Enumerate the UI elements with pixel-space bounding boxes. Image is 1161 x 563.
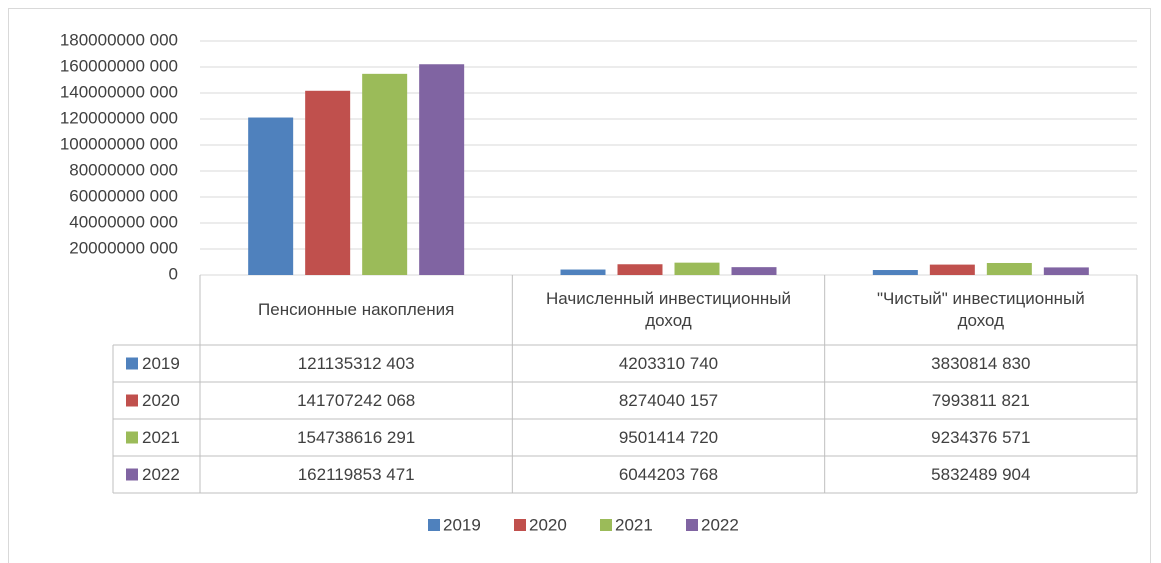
bar: [674, 262, 720, 275]
chart-border: [8, 8, 1151, 563]
legend-key: [126, 394, 138, 407]
bar: [617, 264, 663, 275]
bar: [362, 73, 408, 275]
legend-key: [126, 431, 138, 444]
y-tick-label: 40000000 000: [69, 212, 178, 231]
x-tick-label: Начисленный инвестиционный доход: [546, 289, 791, 330]
legend-key: [514, 519, 526, 531]
legend-label: 2019: [443, 515, 481, 534]
legend-label: 2022: [701, 515, 739, 534]
legend-key: [428, 519, 440, 531]
table-value: 9501414 720: [618, 427, 719, 447]
x-tick-label: Пенсионные накопления: [258, 300, 455, 319]
y-tick-label: 140000000 000: [60, 82, 178, 101]
table-value: 6044203 768: [618, 464, 719, 484]
bar: [872, 270, 918, 275]
table-value: 154738616 291: [297, 427, 416, 447]
bar: [305, 90, 351, 276]
table-series-name: 2019: [142, 354, 180, 373]
legend-key: [126, 357, 138, 370]
legend-label: 2020: [529, 515, 567, 534]
table-value: 7993811 821: [931, 390, 1030, 410]
y-tick-label: 60000000 000: [69, 186, 178, 205]
x-tick-label: "Чистый" инвестиционный доход: [876, 289, 1085, 330]
y-tick-label: 80000000 000: [69, 160, 178, 179]
bar: [419, 64, 465, 275]
legend-label: 2021: [615, 515, 653, 534]
table-value: 121135312 403: [297, 353, 415, 373]
y-tick-label: 0: [169, 264, 178, 283]
legend-key: [126, 468, 138, 481]
bar: [731, 267, 777, 275]
y-tick-label: 160000000 000: [60, 56, 178, 75]
bar: [560, 269, 606, 275]
bar: [1043, 267, 1089, 275]
table-value: 4203310 740: [618, 353, 719, 373]
table-value: 162119853 471: [297, 464, 415, 484]
table-value: 5832489 904: [931, 464, 1031, 484]
table-value: 9234376 571: [931, 427, 1031, 447]
y-tick-label: 180000000 000: [60, 30, 178, 49]
table-series-name: 2022: [142, 465, 180, 484]
table-series-name: 2020: [142, 391, 180, 410]
table-value: 141707242 068: [297, 390, 416, 410]
table-value: 3830814 830: [931, 353, 1031, 373]
y-tick-label: 120000000 000: [60, 108, 178, 127]
bar: [929, 264, 975, 275]
bar: [248, 117, 294, 275]
bar: [986, 262, 1032, 275]
legend-key: [686, 519, 698, 531]
table-series-name: 2021: [142, 428, 180, 447]
y-tick-label: 20000000 000: [69, 238, 178, 257]
legend-key: [600, 519, 612, 531]
y-tick-label: 100000000 000: [60, 134, 178, 153]
table-value: 8274040 157: [618, 390, 719, 410]
